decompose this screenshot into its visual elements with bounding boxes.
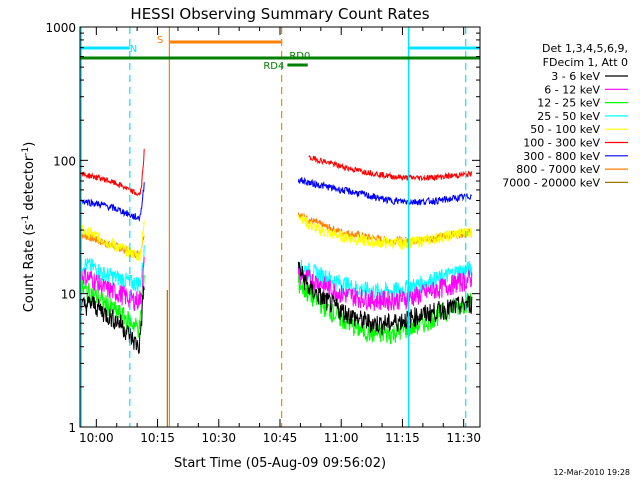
x-tick-label: 11:30 (446, 431, 481, 445)
y-axis-label: Count Rate (s-1 detector-1) (21, 142, 37, 313)
chart-legend: Det 1,3,4,5,6,9, FDecim 1, Att 0 3 - 6 k… (502, 42, 628, 189)
y-tick-label: 100 (53, 154, 76, 168)
series-line-pre-1 (79, 256, 145, 312)
legend-entry-label: 300 - 800 keV (523, 150, 600, 163)
series-line-post-6 (297, 176, 473, 207)
legend-entry-label: 7000 - 20000 keV (502, 176, 600, 189)
series-line-pre-5 (79, 148, 145, 196)
night-flag-label: N (130, 44, 137, 55)
series-line-pre-6 (79, 182, 145, 222)
x-tick-label: 10:00 (79, 431, 114, 445)
rd0-flag-label: RD0 (289, 51, 310, 62)
x-axis-label: Start Time (05-Aug-09 09:56:02) (174, 456, 386, 471)
plot-frame (79, 26, 481, 428)
x-tick-label: 11:00 (324, 431, 359, 445)
rd4-flag-label: RD4 (263, 61, 284, 72)
series-line-pre-4 (79, 220, 145, 262)
legend-entry-label: 100 - 300 keV (523, 137, 600, 150)
legend-entry-label: 12 - 25 keV (537, 97, 600, 110)
legend-entry-label: 800 - 7000 keV (516, 163, 600, 176)
footer-date: 12-Mar-2010 19:28 (554, 468, 631, 477)
legend-entry-label: 25 - 50 keV (537, 110, 600, 123)
legend-entry-label: 50 - 100 keV (530, 123, 600, 136)
series-line-post-5 (308, 155, 473, 182)
legend-title-line-1: Det 1,3,4,5,6,9, (542, 42, 628, 55)
legend-entry-label: 6 - 12 keV (544, 83, 600, 96)
series-line-pre-3 (79, 244, 145, 293)
legend-title-line-2: FDecim 1, Att 0 (543, 56, 628, 69)
plot-data-layer (79, 148, 473, 355)
x-axis: 10:00 10:15 10:30 10:45 11:00 11:15 11:30 (79, 27, 481, 445)
x-tick-label: 10:30 (201, 431, 236, 445)
series-line-pre-0 (79, 286, 145, 355)
y-axis: 1 10 100 1000 (45, 21, 480, 435)
chart-title: HESSI Observing Summary Count Rates (130, 5, 429, 23)
y-tick-label: 1 (68, 421, 76, 435)
x-tick-label: 11:15 (385, 431, 420, 445)
legend-entry-label: 3 - 6 keV (551, 70, 600, 83)
series-line-post-4 (297, 213, 473, 251)
y-tick-label: 1000 (45, 21, 76, 35)
x-tick-label: 10:15 (140, 431, 175, 445)
y-tick-label: 10 (61, 288, 76, 302)
flag-layer: N S RD0 RD4 (80, 27, 480, 427)
saa-flag-label: S (157, 35, 163, 46)
series-line-post-1 (297, 266, 473, 312)
series-line-post-0 (297, 261, 473, 336)
x-tick-label: 10:45 (263, 431, 298, 445)
